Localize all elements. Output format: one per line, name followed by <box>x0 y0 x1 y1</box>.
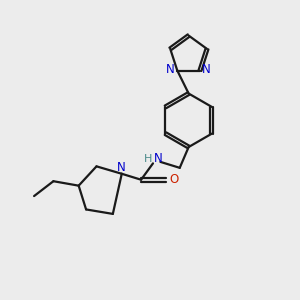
Text: N: N <box>167 62 175 76</box>
Text: N: N <box>202 62 211 76</box>
Text: O: O <box>169 173 178 186</box>
Text: N: N <box>117 161 125 174</box>
Text: H: H <box>143 154 152 164</box>
Text: N: N <box>154 152 163 165</box>
